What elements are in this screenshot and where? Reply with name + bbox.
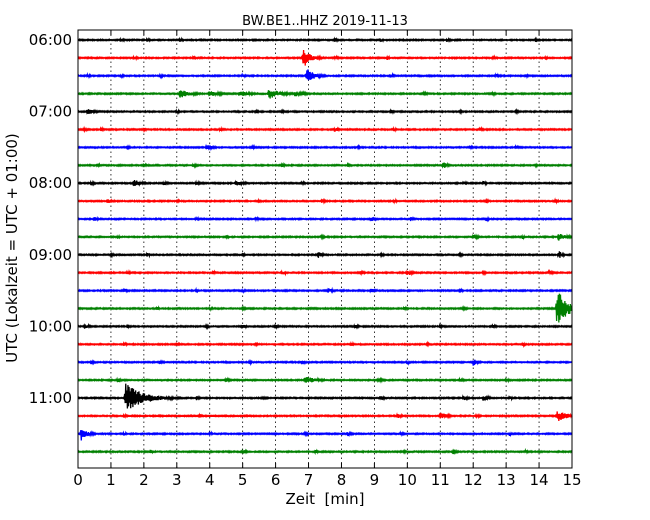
- trace-1000: [77, 322, 573, 331]
- trace-1130: [77, 430, 573, 441]
- y-tick-label: 09:00: [29, 246, 72, 264]
- trace-0800: [77, 179, 573, 187]
- chart-title: BW.BE1..HHZ 2019-11-13: [242, 14, 408, 29]
- vertical-grid-lines: [110, 30, 540, 468]
- y-tick-label: 06:00: [29, 31, 72, 49]
- x-axis-label: Zeit [min]: [285, 490, 364, 508]
- y-tick-label: 08:00: [29, 174, 72, 192]
- x-tick-label: 7: [304, 471, 314, 489]
- trace-0845: [77, 233, 573, 241]
- x-tick-label: 8: [337, 471, 347, 489]
- x-tick-label: 15: [562, 471, 581, 489]
- trace-0615: [77, 49, 573, 66]
- trace-0630: [77, 69, 573, 81]
- trace-0645: [77, 89, 573, 99]
- trace-1100: [77, 383, 573, 409]
- x-tick-label: 10: [398, 471, 417, 489]
- y-tick-label: 07:00: [29, 103, 72, 121]
- trace-0900: [77, 251, 573, 259]
- trace-0700: [77, 107, 573, 116]
- x-tick-label: 2: [139, 471, 149, 489]
- x-tick-label: 4: [205, 471, 215, 489]
- y-axis-ticks: 06:00 07:00 08:00 09:00 10:00 11:00: [29, 31, 572, 407]
- x-tick-label: 0: [73, 471, 83, 489]
- trace-0945: [77, 293, 573, 323]
- seismogram-traces: [77, 36, 573, 456]
- plot-frame: [77, 29, 573, 469]
- x-tick-label: 5: [238, 471, 248, 489]
- x-tick-label: 11: [431, 471, 450, 489]
- trace-1030: [77, 358, 573, 367]
- trace-1115: [77, 411, 573, 421]
- x-tick-label: 9: [370, 471, 380, 489]
- x-tick-label: 13: [497, 471, 516, 489]
- trace-0930: [77, 286, 573, 295]
- x-tick-label: 3: [172, 471, 182, 489]
- trace-0600: [77, 36, 573, 43]
- y-axis-label: UTC (Lokalzeit = UTC + 01:00): [3, 133, 21, 363]
- trace-0730: [77, 143, 573, 152]
- x-axis-ticks: 0 1 2 3 4 5 6 7 8 9 10 11 12 13 14 15: [73, 30, 582, 489]
- trace-0915: [77, 268, 573, 277]
- trace-0715: [77, 125, 573, 134]
- x-tick-label: 12: [464, 471, 483, 489]
- x-tick-label: 1: [106, 471, 116, 489]
- x-tick-label: 6: [271, 471, 281, 489]
- y-tick-label: 11:00: [29, 389, 72, 407]
- trace-1045: [77, 376, 573, 384]
- trace-0815: [77, 197, 573, 205]
- y-tick-label: 10:00: [29, 317, 72, 335]
- trace-1145: [77, 447, 573, 456]
- trace-0830: [77, 215, 573, 223]
- x-tick-label: 14: [530, 471, 549, 489]
- trace-1015: [77, 340, 573, 349]
- trace-0745: [77, 161, 573, 169]
